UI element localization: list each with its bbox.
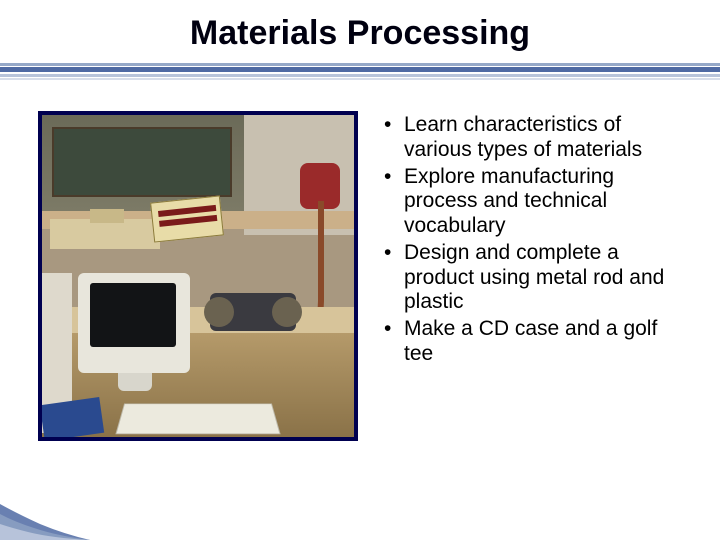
bullet-list: Learn characteristics of various types o… bbox=[382, 113, 690, 367]
content-area: Learn characteristics of various types o… bbox=[0, 81, 720, 441]
list-item: Design and complete a product using meta… bbox=[382, 241, 690, 315]
photo-sign bbox=[150, 195, 224, 242]
slide-title: Materials Processing bbox=[0, 14, 720, 53]
title-divider bbox=[0, 63, 720, 81]
workstation-photo bbox=[38, 111, 358, 441]
list-item: Make a CD case and a golf tee bbox=[382, 317, 690, 367]
list-item: Learn characteristics of various types o… bbox=[382, 113, 690, 163]
corner-decoration-icon bbox=[0, 484, 90, 540]
list-item: Explore manufacturing process and techni… bbox=[382, 165, 690, 239]
